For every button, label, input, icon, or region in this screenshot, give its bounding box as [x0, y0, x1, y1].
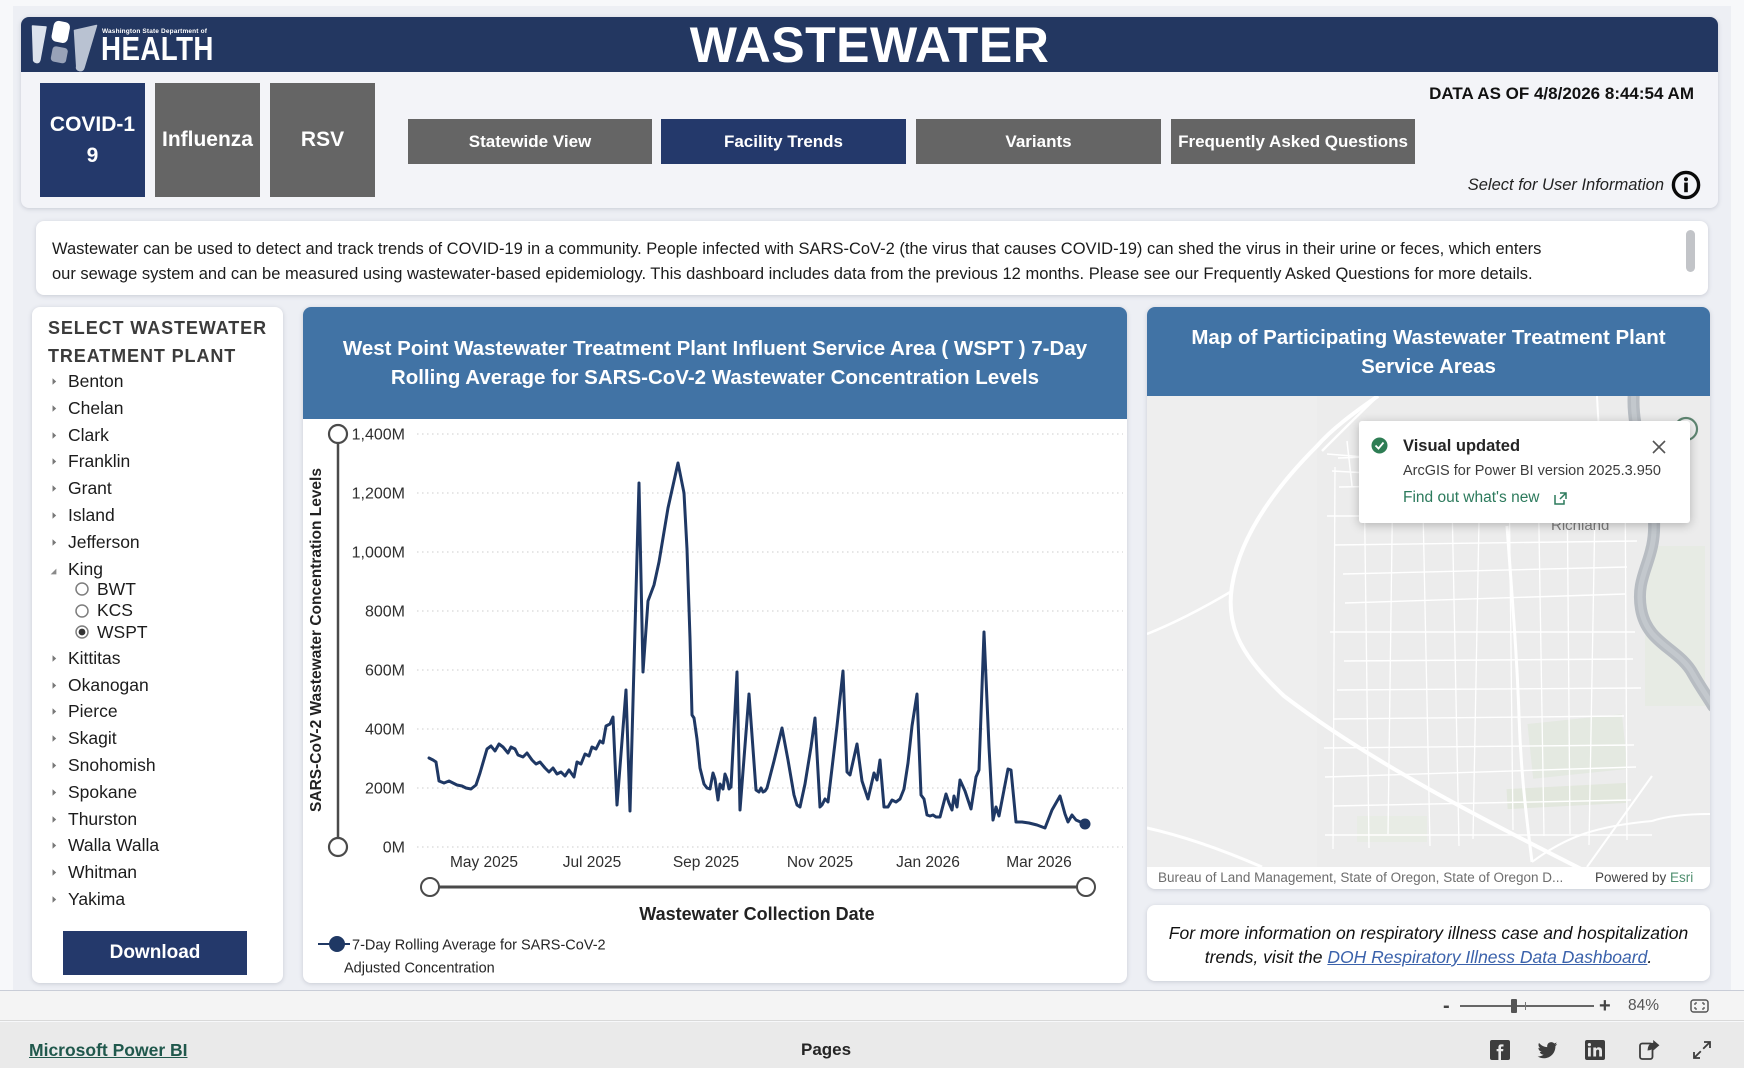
svg-text:Nov 2025: Nov 2025	[787, 854, 853, 871]
svg-text:Wastewater Collection Date: Wastewater Collection Date	[639, 904, 874, 924]
svg-text:1,000M: 1,000M	[352, 545, 405, 562]
svg-text:400M: 400M	[365, 722, 405, 739]
svg-text:200M: 200M	[365, 781, 405, 798]
svg-text:Jan 2026: Jan 2026	[896, 854, 960, 871]
svg-text:Mar 2026: Mar 2026	[1006, 854, 1071, 871]
svg-text:1,400M: 1,400M	[352, 427, 405, 444]
svg-text:0M: 0M	[383, 840, 405, 857]
svg-text:Sep 2025: Sep 2025	[673, 854, 739, 871]
svg-text:7-Day Rolling Average for SARS: 7-Day Rolling Average for SARS-CoV-2	[352, 938, 606, 954]
svg-text:May 2025: May 2025	[450, 854, 518, 871]
svg-text:600M: 600M	[365, 663, 405, 680]
svg-text:Jul 2025: Jul 2025	[563, 854, 622, 871]
svg-text:1,200M: 1,200M	[352, 486, 405, 503]
svg-text:800M: 800M	[365, 604, 405, 621]
svg-text:SARS-CoV-2 Wastewater Concentr: SARS-CoV-2 Wastewater Concentration Leve…	[308, 468, 325, 812]
svg-text:Adjusted Concentration: Adjusted Concentration	[344, 961, 495, 977]
